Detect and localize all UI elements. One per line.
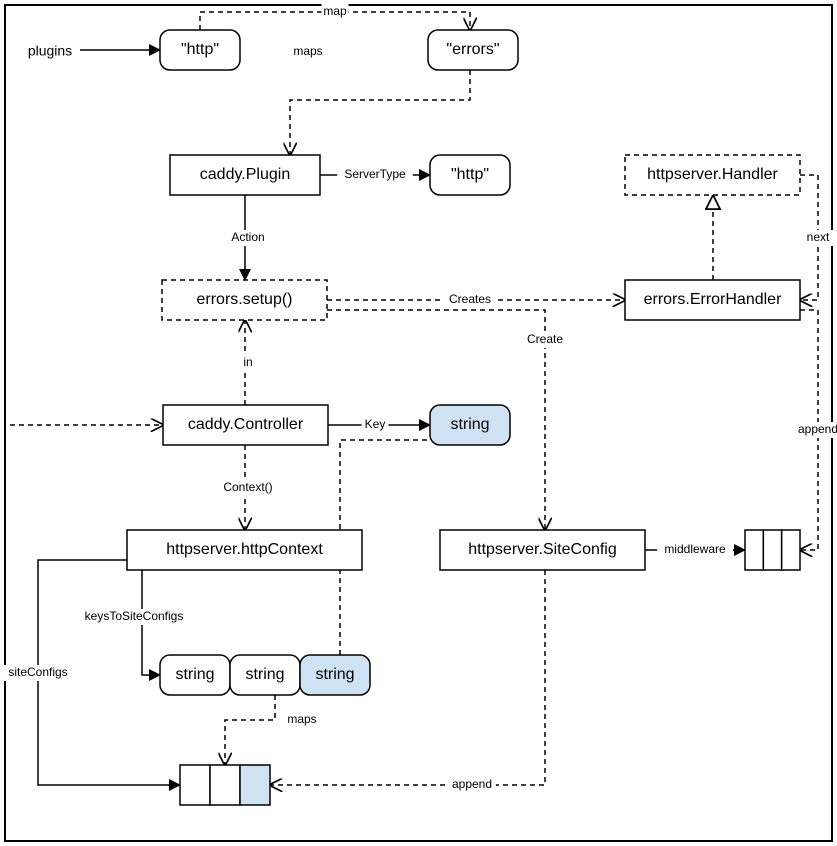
edge-label: append xyxy=(798,422,837,436)
node-string2: string xyxy=(230,655,300,695)
edge-e-http-errors: map xyxy=(200,4,470,30)
edge-label: maps xyxy=(287,712,316,726)
canvas-border xyxy=(5,5,832,841)
edge-label: Key xyxy=(365,417,386,431)
edge-label: Creates xyxy=(449,292,491,306)
node-label: httpserver.SiteConfig xyxy=(468,541,617,558)
edge-e-site-mw: middleware xyxy=(645,542,745,558)
edge-e-setup-handler: Creates xyxy=(327,292,625,308)
node-label: string xyxy=(450,416,489,433)
node-mwArray xyxy=(745,530,800,570)
edge-e-ctrl-ctx: Context() xyxy=(214,445,283,530)
edge-e-httpH-handler: next xyxy=(800,175,835,300)
node-http2: "http" xyxy=(430,155,510,195)
diagram-canvas: map maps ServerType Action Creates next append… xyxy=(0,0,837,846)
node-errorsSetup: errors.setup() xyxy=(162,280,327,320)
node-label: caddy.Plugin xyxy=(200,166,290,183)
node-label: string xyxy=(245,666,284,683)
node-string1: string xyxy=(160,655,230,695)
array-cell xyxy=(745,530,763,570)
edge-label: in xyxy=(243,355,252,369)
edge-e-ctrl-string: Key xyxy=(328,417,430,433)
edge-e-plugin-setup: Action xyxy=(224,195,272,280)
edge-e-str-maps: maps xyxy=(225,695,319,765)
node-errors: "errors" xyxy=(428,30,518,70)
node-caddyPlugin: caddy.Plugin xyxy=(170,155,320,195)
node-label: "errors" xyxy=(446,41,499,58)
node-errorsHandler: errors.ErrorHandler xyxy=(625,280,800,320)
array-cell xyxy=(210,765,240,805)
edge-label: Context() xyxy=(223,480,272,494)
edge-path xyxy=(225,695,275,765)
array-cell xyxy=(782,530,800,570)
node-http: "http" xyxy=(160,30,240,70)
node-label: httpserver.httpContext xyxy=(166,541,323,558)
edge-label: siteConfigs xyxy=(8,665,67,679)
node-siteConfig: httpserver.SiteConfig xyxy=(440,530,645,570)
node-label: string xyxy=(175,666,214,683)
node-label: "http" xyxy=(181,41,219,58)
edge-label: maps xyxy=(293,44,322,58)
node-label: "http" xyxy=(451,166,489,183)
node-stringKey: string xyxy=(430,405,510,445)
edge-e-ctx-bottom: siteConfigs xyxy=(0,560,180,785)
edge-label: map xyxy=(323,4,347,18)
array-cell xyxy=(180,765,210,805)
array-cell xyxy=(240,765,270,805)
node-label: string xyxy=(315,666,354,683)
edge-e-handler-mw: append xyxy=(794,310,837,550)
edge-label: Create xyxy=(527,332,563,346)
edge-label: ServerType xyxy=(344,167,406,181)
edge-label: next xyxy=(807,230,830,244)
edge-e-plugin-http2: ServerType xyxy=(320,167,430,183)
node-bottomArray xyxy=(180,765,270,805)
nodes: plugins "http" "errors" caddy.Plugin "http" h… xyxy=(28,30,800,805)
edge-label: Action xyxy=(231,230,264,244)
edge-label: middleware xyxy=(664,542,726,556)
edge-label: append xyxy=(452,777,492,791)
edge-path xyxy=(290,70,470,155)
edges: map maps ServerType Action Creates next append… xyxy=(0,4,837,793)
node-label: plugins xyxy=(28,43,72,59)
edge-e-ctrl-setup: in xyxy=(238,320,258,405)
array-cell xyxy=(763,530,781,570)
node-label: httpserver.Handler xyxy=(647,166,778,183)
node-httpCtx: httpserver.httpContext xyxy=(127,530,362,570)
node-label: errors.ErrorHandler xyxy=(644,291,782,308)
node-string3: string xyxy=(300,655,370,695)
edge-label: keysToSiteConfigs xyxy=(85,609,184,623)
node-caddyCtrl: caddy.Controller xyxy=(163,405,328,445)
node-label: caddy.Controller xyxy=(188,416,304,433)
node-label: errors.setup() xyxy=(196,291,292,308)
node-plugins: plugins xyxy=(28,43,72,59)
node-httpserverH: httpserver.Handler xyxy=(625,155,800,195)
